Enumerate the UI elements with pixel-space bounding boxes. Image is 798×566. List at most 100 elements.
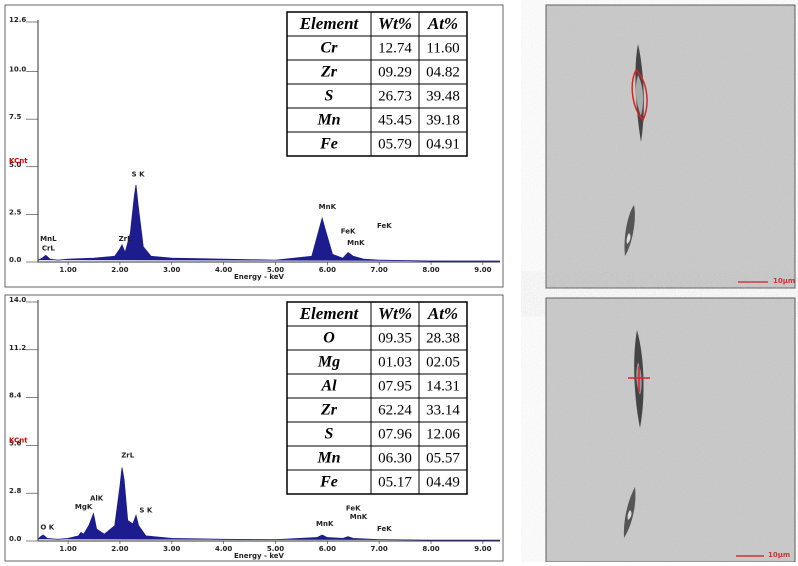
table-cell: 09.29 xyxy=(378,64,412,80)
table-header: Wt% xyxy=(378,304,412,323)
peak-label: ZrL xyxy=(121,452,135,460)
table-cell: Mn xyxy=(316,112,340,129)
table-cell: 11.60 xyxy=(426,40,459,56)
x-tick-label: 7.00 xyxy=(371,266,388,274)
table-cell: 05.17 xyxy=(378,474,412,490)
table-header: At% xyxy=(427,14,458,33)
y-tick-label: 14.0 xyxy=(9,296,26,304)
table-cell: Fe xyxy=(319,136,338,153)
y-tick-label: 2.5 xyxy=(9,208,22,216)
x-tick-label: 9.00 xyxy=(474,266,491,274)
table-cell: 26.73 xyxy=(378,88,412,104)
y-tick-label: 0.0 xyxy=(9,535,22,543)
table-cell: 09.35 xyxy=(378,330,412,346)
peak-label: FeK xyxy=(377,525,392,533)
x-tick-label: 6.00 xyxy=(319,545,336,553)
table-cell: 06.30 xyxy=(378,450,412,466)
sem-image xyxy=(545,4,796,289)
peak-label: MnK xyxy=(319,203,337,211)
table-cell: 14.31 xyxy=(426,378,460,394)
table-cell: O xyxy=(323,330,335,347)
table-cell: 01.03 xyxy=(378,354,412,370)
table-cell: 12.06 xyxy=(426,426,460,442)
peak-label: FeK xyxy=(377,222,392,230)
y-tick-label: 11.2 xyxy=(9,344,26,352)
x-tick-label: 6.00 xyxy=(319,266,336,274)
peak-label: S K xyxy=(139,506,152,514)
peak-label: MgK xyxy=(75,503,93,511)
peak-label: MnK xyxy=(316,520,334,528)
table-cell: 02.05 xyxy=(426,354,460,370)
table-cell: Mg xyxy=(317,354,340,371)
x-tick-label: 7.00 xyxy=(371,545,388,553)
x-tick-label: 4.00 xyxy=(215,545,232,553)
x-tick-label: 8.00 xyxy=(422,266,439,274)
table-header: Element xyxy=(299,304,360,323)
spectrum xyxy=(37,467,500,541)
y-tick-label: 10.0 xyxy=(9,66,26,74)
x-tick-label: 1.00 xyxy=(59,266,76,274)
spectrum xyxy=(37,184,500,262)
table-cell: 07.96 xyxy=(378,426,412,442)
table-cell: Fe xyxy=(319,474,338,491)
y-tick-label: 5.6 xyxy=(9,439,22,447)
table-cell: 62.24 xyxy=(378,402,412,418)
peak-label: AlK xyxy=(90,494,104,502)
x-tick-label: 1.00 xyxy=(59,545,76,553)
y-tick-label: 0.0 xyxy=(9,256,22,264)
peak-label: MnK xyxy=(350,513,368,521)
y-tick-label: 2.8 xyxy=(9,487,22,495)
peak-label: S K xyxy=(132,170,145,178)
y-axis-label: KCnt xyxy=(9,157,28,165)
peak-label: O K xyxy=(40,523,54,531)
table-cell: Mn xyxy=(316,450,340,467)
table-cell: Zr xyxy=(320,64,338,81)
table-cell: Al xyxy=(320,378,337,395)
x-tick-label: 9.00 xyxy=(474,545,491,553)
x-axis-label: Energy - keV xyxy=(234,273,285,281)
x-tick-label: 3.00 xyxy=(163,266,180,274)
table-cell: S xyxy=(325,88,334,105)
table-cell: S xyxy=(325,426,334,443)
x-tick-label: 4.00 xyxy=(215,266,232,274)
x-tick-label: 2.00 xyxy=(111,266,128,274)
table-cell: 04.49 xyxy=(426,474,460,490)
x-axis-label: Energy - keV xyxy=(234,552,285,560)
x-tick-label: 2.00 xyxy=(111,545,128,553)
table-cell: 39.48 xyxy=(426,88,460,104)
table-cell: 05.57 xyxy=(426,450,460,466)
table-cell: 45.45 xyxy=(378,112,412,128)
table-cell: 39.18 xyxy=(426,112,460,128)
table-header: Wt% xyxy=(378,14,412,33)
y-tick-label: 12.6 xyxy=(9,16,26,24)
table-cell: 12.74 xyxy=(378,40,412,56)
x-tick-label: 5.00 xyxy=(267,266,284,274)
x-tick-label: 3.00 xyxy=(163,545,180,553)
table-cell: 07.95 xyxy=(378,378,412,394)
y-tick-label: 7.5 xyxy=(9,113,22,121)
peak-label: ZrL xyxy=(119,235,133,243)
table-cell: 33.14 xyxy=(426,402,460,418)
peak-label: MnK xyxy=(347,239,365,247)
peak-label: MnL xyxy=(40,235,57,243)
table-cell: Cr xyxy=(321,40,339,57)
panel-frame xyxy=(4,294,504,562)
y-tick-label: 5.0 xyxy=(9,161,22,169)
x-tick-label: 8.00 xyxy=(422,545,439,553)
table-cell: 05.79 xyxy=(378,136,412,152)
table-cell: 04.82 xyxy=(426,64,460,80)
x-tick-label: 5.00 xyxy=(267,545,284,553)
scale-bar-label: 10µm xyxy=(773,277,795,285)
sem-image xyxy=(545,297,796,563)
table-header: Element xyxy=(299,14,360,33)
y-tick-label: 8.4 xyxy=(9,392,22,400)
y-axis-label: KCnt xyxy=(9,437,28,445)
peak-label: FeK xyxy=(341,228,356,236)
scale-bar-label: 10µm xyxy=(768,551,790,559)
table-header: At% xyxy=(427,304,458,323)
peak-label: FeK xyxy=(346,505,361,513)
panel-frame xyxy=(4,4,504,288)
table-cell: 28.38 xyxy=(426,330,460,346)
table-cell: 04.91 xyxy=(426,136,460,152)
